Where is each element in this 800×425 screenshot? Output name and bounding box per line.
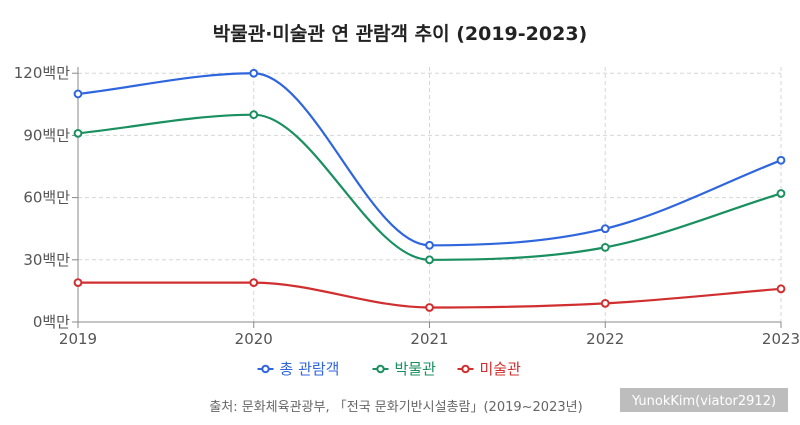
- grid-lines: [77, 67, 782, 323]
- y-tick-label: 90백만: [23, 126, 70, 144]
- series-line: [77, 113, 782, 261]
- data-point: [776, 155, 786, 165]
- series-layer: [73, 68, 786, 312]
- y-tick-label: 0백만: [33, 313, 70, 331]
- series-line: [77, 72, 782, 247]
- data-point: [249, 68, 259, 78]
- data-point: [73, 89, 83, 99]
- legend-label: 미술관: [480, 360, 522, 378]
- data-point: [600, 298, 610, 308]
- data-point: [776, 189, 786, 198]
- data-point: [73, 128, 83, 138]
- legend-item[interactable]: 총 관람객: [257, 360, 340, 378]
- legend-item[interactable]: 미술관: [457, 360, 522, 378]
- x-tick-label: 2023: [762, 330, 800, 348]
- legend-label: 박물관: [395, 360, 437, 378]
- data-point: [249, 110, 259, 120]
- data-point: [600, 242, 610, 252]
- chart-title: 박물관·미술관 연 관람객 추이 (2019-2023): [213, 23, 587, 45]
- watermark-text: YunokKim(viator2912): [631, 394, 776, 409]
- data-point: [73, 278, 83, 288]
- axes: 0백만 30백만 60백만 90백만 120백만 2019 2020 2021 2022 2023: [14, 64, 800, 348]
- legend-swatch-marker: [261, 364, 270, 374]
- legend-swatch-marker: [376, 364, 385, 374]
- watermark: YunokKim(viator2912): [620, 388, 788, 412]
- data-point: [249, 278, 259, 288]
- y-tick-label: 120백만: [14, 64, 70, 82]
- data-point: [425, 255, 434, 265]
- data-point: [600, 224, 610, 234]
- source-note: 출처: 문화체육관광부, 「전국 문화기반시설총람」(2019~2023년): [209, 400, 582, 415]
- x-tick-label: 2022: [586, 330, 624, 348]
- data-point: [425, 240, 434, 250]
- watermark-bg: [620, 388, 788, 412]
- legend-label: 총 관람객: [280, 360, 340, 378]
- y-tick-label: 30백만: [23, 251, 70, 269]
- legend[interactable]: 총 관람객 박물관 미술관: [257, 360, 522, 378]
- legend-item[interactable]: 박물관: [372, 360, 437, 378]
- x-tick-label: 2019: [59, 330, 97, 348]
- x-tick-label: 2020: [235, 330, 273, 348]
- x-tick-label: 2021: [410, 330, 448, 348]
- data-point: [425, 303, 434, 312]
- legend-swatch-marker: [461, 364, 470, 374]
- y-tick-label: 60백만: [23, 189, 70, 207]
- data-point: [776, 284, 786, 294]
